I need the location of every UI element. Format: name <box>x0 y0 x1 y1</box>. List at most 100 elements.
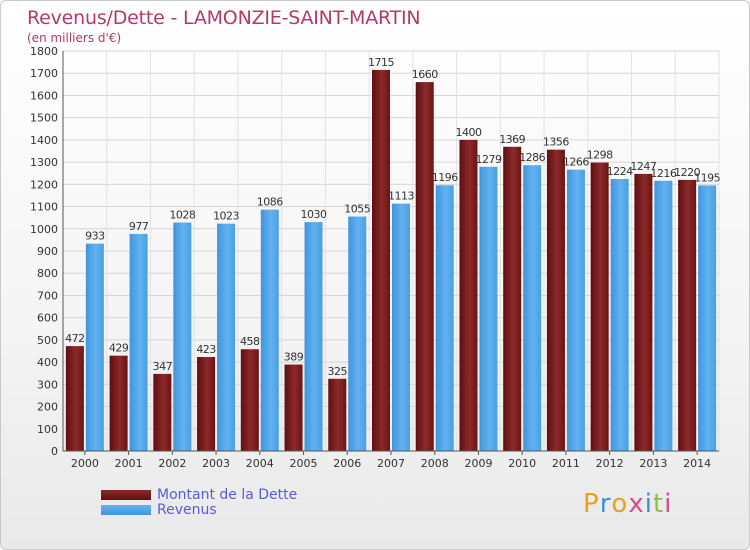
y-tick-label: 1300 <box>30 156 58 169</box>
legend-dette-swatch <box>101 490 151 500</box>
value-labels: 472 933 429 977 347 1028 423 1023 458 1086 389 1030… <box>65 56 721 378</box>
data-label-dette: 1298 <box>587 149 613 162</box>
bar-dette <box>240 349 259 451</box>
data-label-dette: 1220 <box>674 166 700 179</box>
bar-revenus <box>348 216 367 451</box>
bar-revenus <box>698 185 717 451</box>
bar-revenus <box>435 185 454 451</box>
bars <box>65 69 717 452</box>
data-label-dette: 458 <box>240 335 260 348</box>
data-label-dette: 347 <box>153 360 173 373</box>
y-tick-label: 800 <box>37 267 58 280</box>
y-tick-label: 700 <box>37 289 58 302</box>
bar-revenus <box>217 223 236 451</box>
data-label-dette: 423 <box>196 343 216 356</box>
data-label-revenus: 933 <box>85 230 105 243</box>
legend-dette: Montant de la Dette <box>101 487 297 503</box>
x-tick-label: 2014 <box>683 457 711 470</box>
data-label-dette: 429 <box>109 342 129 355</box>
data-label-revenus: 1286 <box>519 151 545 164</box>
y-tick-label: 200 <box>37 401 58 414</box>
logo-letter: o <box>611 489 629 519</box>
logo-letter: x <box>628 489 645 519</box>
x-tick-label: 2001 <box>115 457 143 470</box>
x-tick-label: 2004 <box>246 457 274 470</box>
bar-revenus <box>654 180 673 451</box>
chart-title: Revenus/Dette - LAMONZIE-SAINT-MARTIN <box>27 7 421 29</box>
bar-revenus <box>479 166 498 451</box>
data-label-dette: 1715 <box>368 56 394 69</box>
data-label-dette: 1356 <box>543 136 569 149</box>
y-tick-label: 500 <box>37 334 58 347</box>
legend-revenus-label: Revenus <box>157 502 217 518</box>
data-label-revenus: 1030 <box>301 208 327 221</box>
legend-revenus-swatch <box>101 505 151 515</box>
data-label-revenus: 1055 <box>344 203 370 216</box>
bar-dette <box>197 357 216 451</box>
bar-dette <box>459 139 478 451</box>
axes: 0 100 200 300 400 500 600 700 800 900 1000 1100 1200… <box>30 45 719 470</box>
data-label-revenus: 1195 <box>694 171 720 184</box>
bar-dette <box>109 355 128 451</box>
bar-revenus <box>610 179 629 451</box>
y-tick-label: 300 <box>37 378 58 391</box>
bar-dette <box>546 149 565 451</box>
bar-dette <box>634 173 653 451</box>
proxiti-logo: Proxiti <box>583 489 672 519</box>
data-label-revenus: 1196 <box>432 171 458 184</box>
data-label-revenus: 1224 <box>607 165 633 178</box>
x-tick-label: 2008 <box>421 457 449 470</box>
y-tick-label: 100 <box>37 423 58 436</box>
bar-revenus <box>260 209 279 451</box>
y-tick-label: 1000 <box>30 223 58 236</box>
logo-letter: i <box>664 489 673 519</box>
x-tick-label: 2003 <box>202 457 230 470</box>
bar-revenus <box>85 243 104 451</box>
y-tick-label: 0 <box>51 445 58 458</box>
bar-dette <box>328 378 347 451</box>
x-tick-label: 2010 <box>508 457 536 470</box>
bar-revenus <box>304 222 323 451</box>
x-tick-label: 2006 <box>333 457 361 470</box>
chart-subtitle: (en milliers d'€) <box>27 31 122 45</box>
data-label-dette: 389 <box>284 351 304 364</box>
data-label-dette: 1400 <box>455 126 481 139</box>
logo-letter: P <box>583 489 600 519</box>
bar-dette <box>590 162 609 452</box>
bar-dette <box>415 82 434 451</box>
bar-dette <box>372 69 390 451</box>
y-tick-label: 400 <box>37 356 58 369</box>
data-label-dette: 472 <box>65 332 85 345</box>
x-tick-label: 2009 <box>464 457 492 470</box>
y-tick-label: 1600 <box>30 89 58 102</box>
data-label-revenus: 1113 <box>388 190 414 203</box>
bar-revenus <box>129 233 148 451</box>
x-tick-label: 2011 <box>552 457 580 470</box>
bar-dette <box>678 179 697 451</box>
logo-letter: i <box>644 489 653 519</box>
data-label-dette: 1369 <box>499 133 525 146</box>
bar-dette <box>284 364 303 451</box>
y-tick-label: 1700 <box>30 67 58 80</box>
y-tick-label: 1800 <box>30 45 58 58</box>
bar-revenus <box>392 203 410 451</box>
logo-letter: t <box>652 489 665 519</box>
data-label-revenus: 977 <box>129 220 149 233</box>
data-label-revenus: 1266 <box>563 156 589 169</box>
data-label-revenus: 1216 <box>650 167 676 180</box>
legend-revenus: Revenus <box>101 502 217 518</box>
data-label-dette: 1247 <box>630 160 656 173</box>
x-tick-label: 2007 <box>377 457 405 470</box>
x-tick-label: 2002 <box>158 457 186 470</box>
x-tick-label: 2005 <box>290 457 318 470</box>
bar-revenus <box>566 169 585 451</box>
bar-dette <box>153 373 172 451</box>
bar-revenus <box>523 165 542 451</box>
y-tick-label: 1500 <box>30 112 58 125</box>
y-tick-label: 1200 <box>30 178 58 191</box>
y-tick-label: 900 <box>37 245 58 258</box>
y-tick-label: 600 <box>37 312 58 325</box>
bar-dette <box>65 346 84 451</box>
